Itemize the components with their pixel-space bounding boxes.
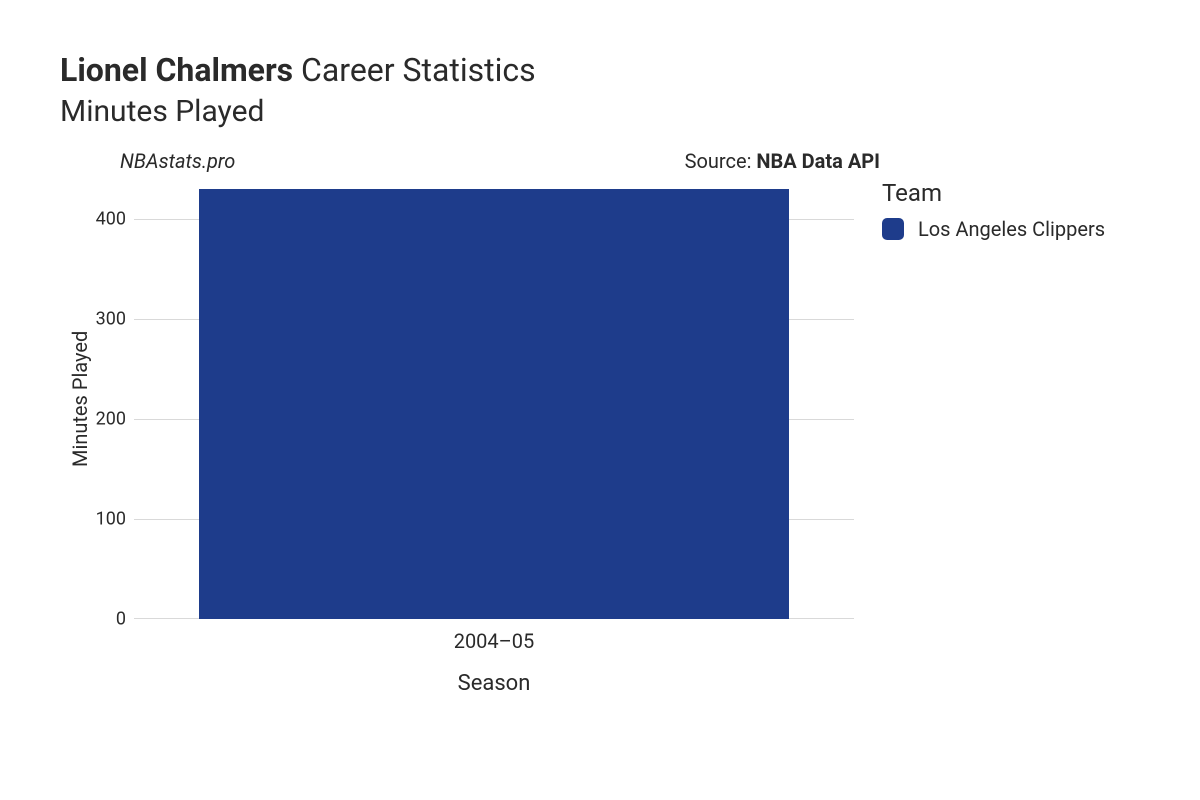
plot-column: 0 100 200 300 400 2004–05 Season	[92, 179, 854, 696]
source-attribution: Source: NBA Data API	[685, 149, 880, 173]
plot-with-ticks: 0100200300400	[92, 179, 854, 619]
legend-label: Los Angeles Clippers	[918, 217, 1105, 241]
x-tick-label: 2004–05	[454, 629, 535, 653]
main-title: Lionel Chalmers Career Statistics	[60, 50, 1160, 90]
y-axis-ticks: 0100200300400	[92, 179, 134, 619]
y-axis-label: Minutes Played	[60, 179, 92, 619]
subtitle: Minutes Played	[60, 92, 1160, 131]
source-prefix: Source:	[685, 149, 757, 173]
y-tick-label: 200	[96, 409, 126, 430]
legend-items: Los Angeles Clippers	[882, 217, 1105, 241]
y-tick-label: 400	[96, 209, 126, 230]
legend-title: Team	[882, 179, 1105, 207]
y-tick-label: 100	[96, 509, 126, 530]
site-credit: NBAstats.pro	[120, 149, 235, 173]
x-axis-label: Season	[134, 653, 854, 696]
chart-container: Lionel Chalmers Career Statistics Minute…	[0, 0, 1200, 800]
title-suffix: Career Statistics	[293, 51, 536, 89]
x-axis-ticks: 2004–05	[134, 619, 854, 653]
plot-area	[134, 179, 854, 619]
legend-swatch	[882, 218, 904, 240]
title-block: Lionel Chalmers Career Statistics Minute…	[60, 50, 1160, 131]
meta-row: NBAstats.pro Source: NBA Data API	[120, 149, 880, 173]
y-tick-label: 0	[116, 609, 126, 630]
bar	[199, 189, 789, 619]
source-name: NBA Data API	[756, 149, 880, 173]
legend: Team Los Angeles Clippers	[882, 179, 1105, 241]
y-tick-label: 300	[96, 309, 126, 330]
legend-item: Los Angeles Clippers	[882, 217, 1105, 241]
player-name: Lionel Chalmers	[60, 51, 293, 89]
chart-row: Minutes Played 0 100 200 300 400 2004–05 Sea…	[60, 179, 1160, 696]
